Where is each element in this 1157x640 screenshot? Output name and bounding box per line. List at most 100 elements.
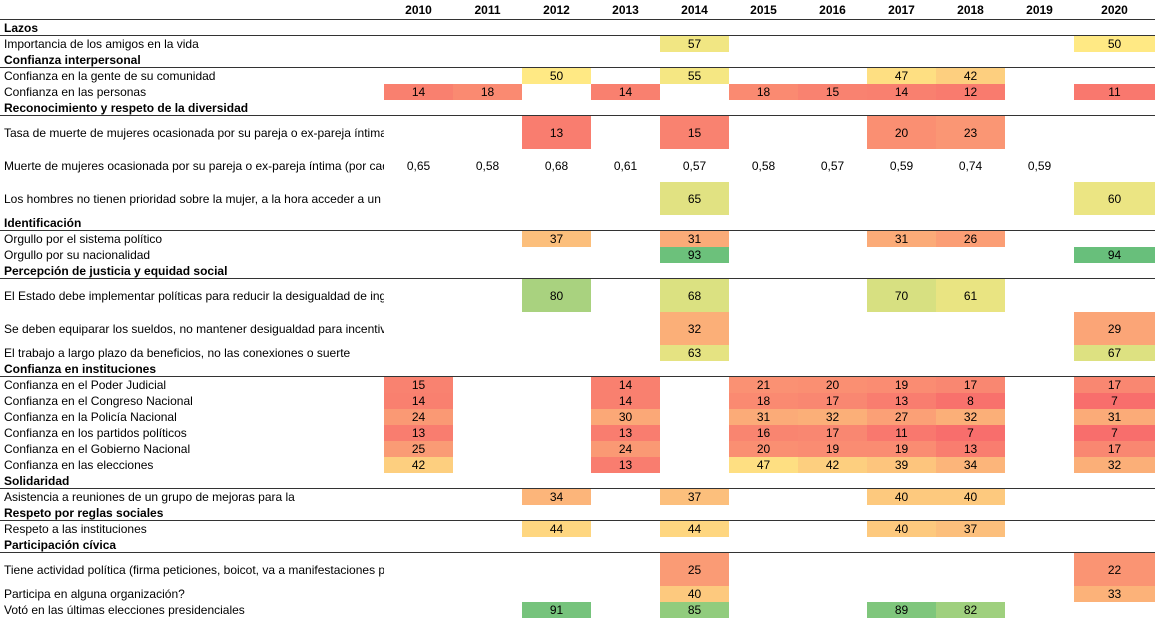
- value-cell-2010: 14: [384, 393, 453, 409]
- indicator-label: Confianza en las elecciones: [4, 458, 154, 472]
- value-cell-2017: 89: [867, 602, 936, 618]
- value-cell-2014: 55: [660, 67, 729, 84]
- value-cell-2011: [453, 279, 522, 313]
- value-cell-2010: [384, 489, 453, 506]
- value-cell-2017: [867, 182, 936, 215]
- value-cell-2013: [591, 489, 660, 506]
- value-cell-2019: [1005, 84, 1074, 100]
- section-header-row: Reconocimiento y respeto de la diversida…: [0, 100, 1155, 116]
- value-cell-2015: 0,58: [751, 158, 776, 173]
- value-cell-2019: [1005, 116, 1074, 150]
- value-cell-2010: [384, 553, 453, 587]
- value-cell-2019: [1005, 553, 1074, 587]
- value-cell-2020: 7: [1074, 393, 1155, 409]
- value-cell-2016: [798, 279, 867, 313]
- section-title: Percepción de justicia y equidad social: [0, 263, 1155, 279]
- value-cell-2020: 33: [1074, 586, 1155, 602]
- value-cell-2018: [936, 36, 1005, 53]
- value-cell-2011: [453, 441, 522, 457]
- value-cell-2011: [453, 36, 522, 53]
- value-cell-2017: [867, 553, 936, 587]
- value-cell-2010: [384, 231, 453, 248]
- value-cell-2011: [453, 182, 522, 215]
- value-cell-2010: 42: [384, 457, 453, 473]
- value-cell-2013: [591, 36, 660, 53]
- value-cell-2011: [453, 345, 522, 361]
- value-cell-2018: [936, 345, 1005, 361]
- indicators-table: 2010 2011 2012 2013 2014 2015 2016 2017 2018 2019…: [0, 0, 1155, 618]
- section-header-row: Confianza en instituciones: [0, 361, 1155, 377]
- value-cell-2011: [453, 425, 522, 441]
- value-cell-2014: 65: [660, 182, 729, 215]
- indicator-row: Respeto a las instituciones 44 44 40 37: [0, 520, 1155, 538]
- value-cell-2011: [453, 521, 522, 538]
- value-cell-2020: 31: [1074, 409, 1155, 425]
- value-cell-2013: 14: [591, 393, 660, 409]
- value-cell-2010: [384, 182, 453, 215]
- indicator-row: Confianza en la Policía Nacional 24 30 31 32…: [0, 409, 1155, 425]
- value-cell-2012: 91: [522, 602, 591, 618]
- value-cell-2018: [936, 247, 1005, 263]
- value-cell-2017: 13: [867, 393, 936, 409]
- section-header-row: Identificación: [0, 215, 1155, 231]
- value-cell-2015: [729, 68, 798, 85]
- section-header-row: Participación cívica: [0, 537, 1155, 553]
- section-title: Respeto por reglas sociales: [0, 505, 1155, 521]
- value-cell-2013: 14: [591, 84, 660, 100]
- value-cell-2012: 50: [522, 67, 591, 84]
- value-cell-2014: 57: [660, 35, 729, 52]
- value-cell-2020: 7: [1074, 425, 1155, 441]
- value-cell-2020: [1074, 489, 1155, 506]
- value-cell-2012: [522, 457, 591, 473]
- value-cell-2017: [867, 312, 936, 345]
- value-cell-2013: [591, 68, 660, 85]
- value-cell-2014: 40: [660, 586, 729, 602]
- value-cell-2018: [936, 553, 1005, 587]
- value-cell-2010: 15: [384, 376, 453, 393]
- value-cell-2018: [936, 586, 1005, 602]
- value-cell-2010: [384, 345, 453, 361]
- value-cell-2017: 47: [867, 67, 936, 84]
- value-cell-2017: 19: [867, 376, 936, 393]
- value-cell-2011: [453, 457, 522, 473]
- value-cell-2010: [384, 68, 453, 85]
- value-cell-2019: [1005, 68, 1074, 85]
- indicator-label: Confianza en las personas: [4, 85, 147, 99]
- value-cell-2013: [591, 279, 660, 313]
- indicator-label: Tasa de muerte de mujeres ocasionada por…: [4, 125, 384, 140]
- value-cell-2014: [660, 457, 729, 473]
- value-cell-2013: [591, 602, 660, 618]
- value-cell-2014: [660, 425, 729, 441]
- value-cell-2014: [660, 84, 729, 100]
- value-cell-2014: 68: [660, 278, 729, 312]
- indicator-row: Confianza en el Poder Judicial 15 14 21 20 19…: [0, 376, 1155, 394]
- value-cell-2020: [1074, 231, 1155, 248]
- indicator-label: Respeto a las instituciones: [4, 522, 147, 536]
- value-cell-2019: [1005, 586, 1074, 602]
- year-header-2010: 2010: [384, 0, 453, 20]
- indicator-row: Tiene actividad política (firma peticion…: [0, 552, 1155, 587]
- value-cell-2010: 13: [384, 425, 453, 441]
- indicator-row: Tasa de muerte de mujeres ocasionada por…: [0, 115, 1155, 150]
- value-cell-2013: [591, 345, 660, 361]
- value-cell-2018: 17: [936, 376, 1005, 393]
- value-cell-2012: [522, 377, 591, 394]
- value-cell-2016: [798, 36, 867, 53]
- value-cell-2014: 32: [660, 312, 729, 345]
- value-cell-2010: 0,65: [406, 158, 431, 173]
- value-cell-2011: [453, 312, 522, 345]
- indicator-label: Confianza en el Congreso Nacional: [4, 394, 193, 408]
- indicator-row: Confianza en los partidos políticos 13 13 1…: [0, 425, 1155, 441]
- value-cell-2017: 19: [867, 441, 936, 457]
- value-cell-2015: 20: [729, 441, 798, 457]
- value-cell-2015: 16: [729, 425, 798, 441]
- indicator-row: Confianza en el Gobierno Nacional 25 24 20 1…: [0, 441, 1155, 457]
- indicator-label: Orgullo por el sistema político: [4, 232, 163, 246]
- value-cell-2011: [453, 409, 522, 425]
- indicator-row: El trabajo a largo plazo da beneficios, …: [0, 345, 1155, 361]
- section-title: Lazos: [0, 19, 1155, 36]
- value-cell-2014: 37: [660, 488, 729, 505]
- value-cell-2015: [729, 521, 798, 538]
- value-cell-2018: 8: [936, 393, 1005, 409]
- value-cell-2014: 93: [660, 247, 729, 263]
